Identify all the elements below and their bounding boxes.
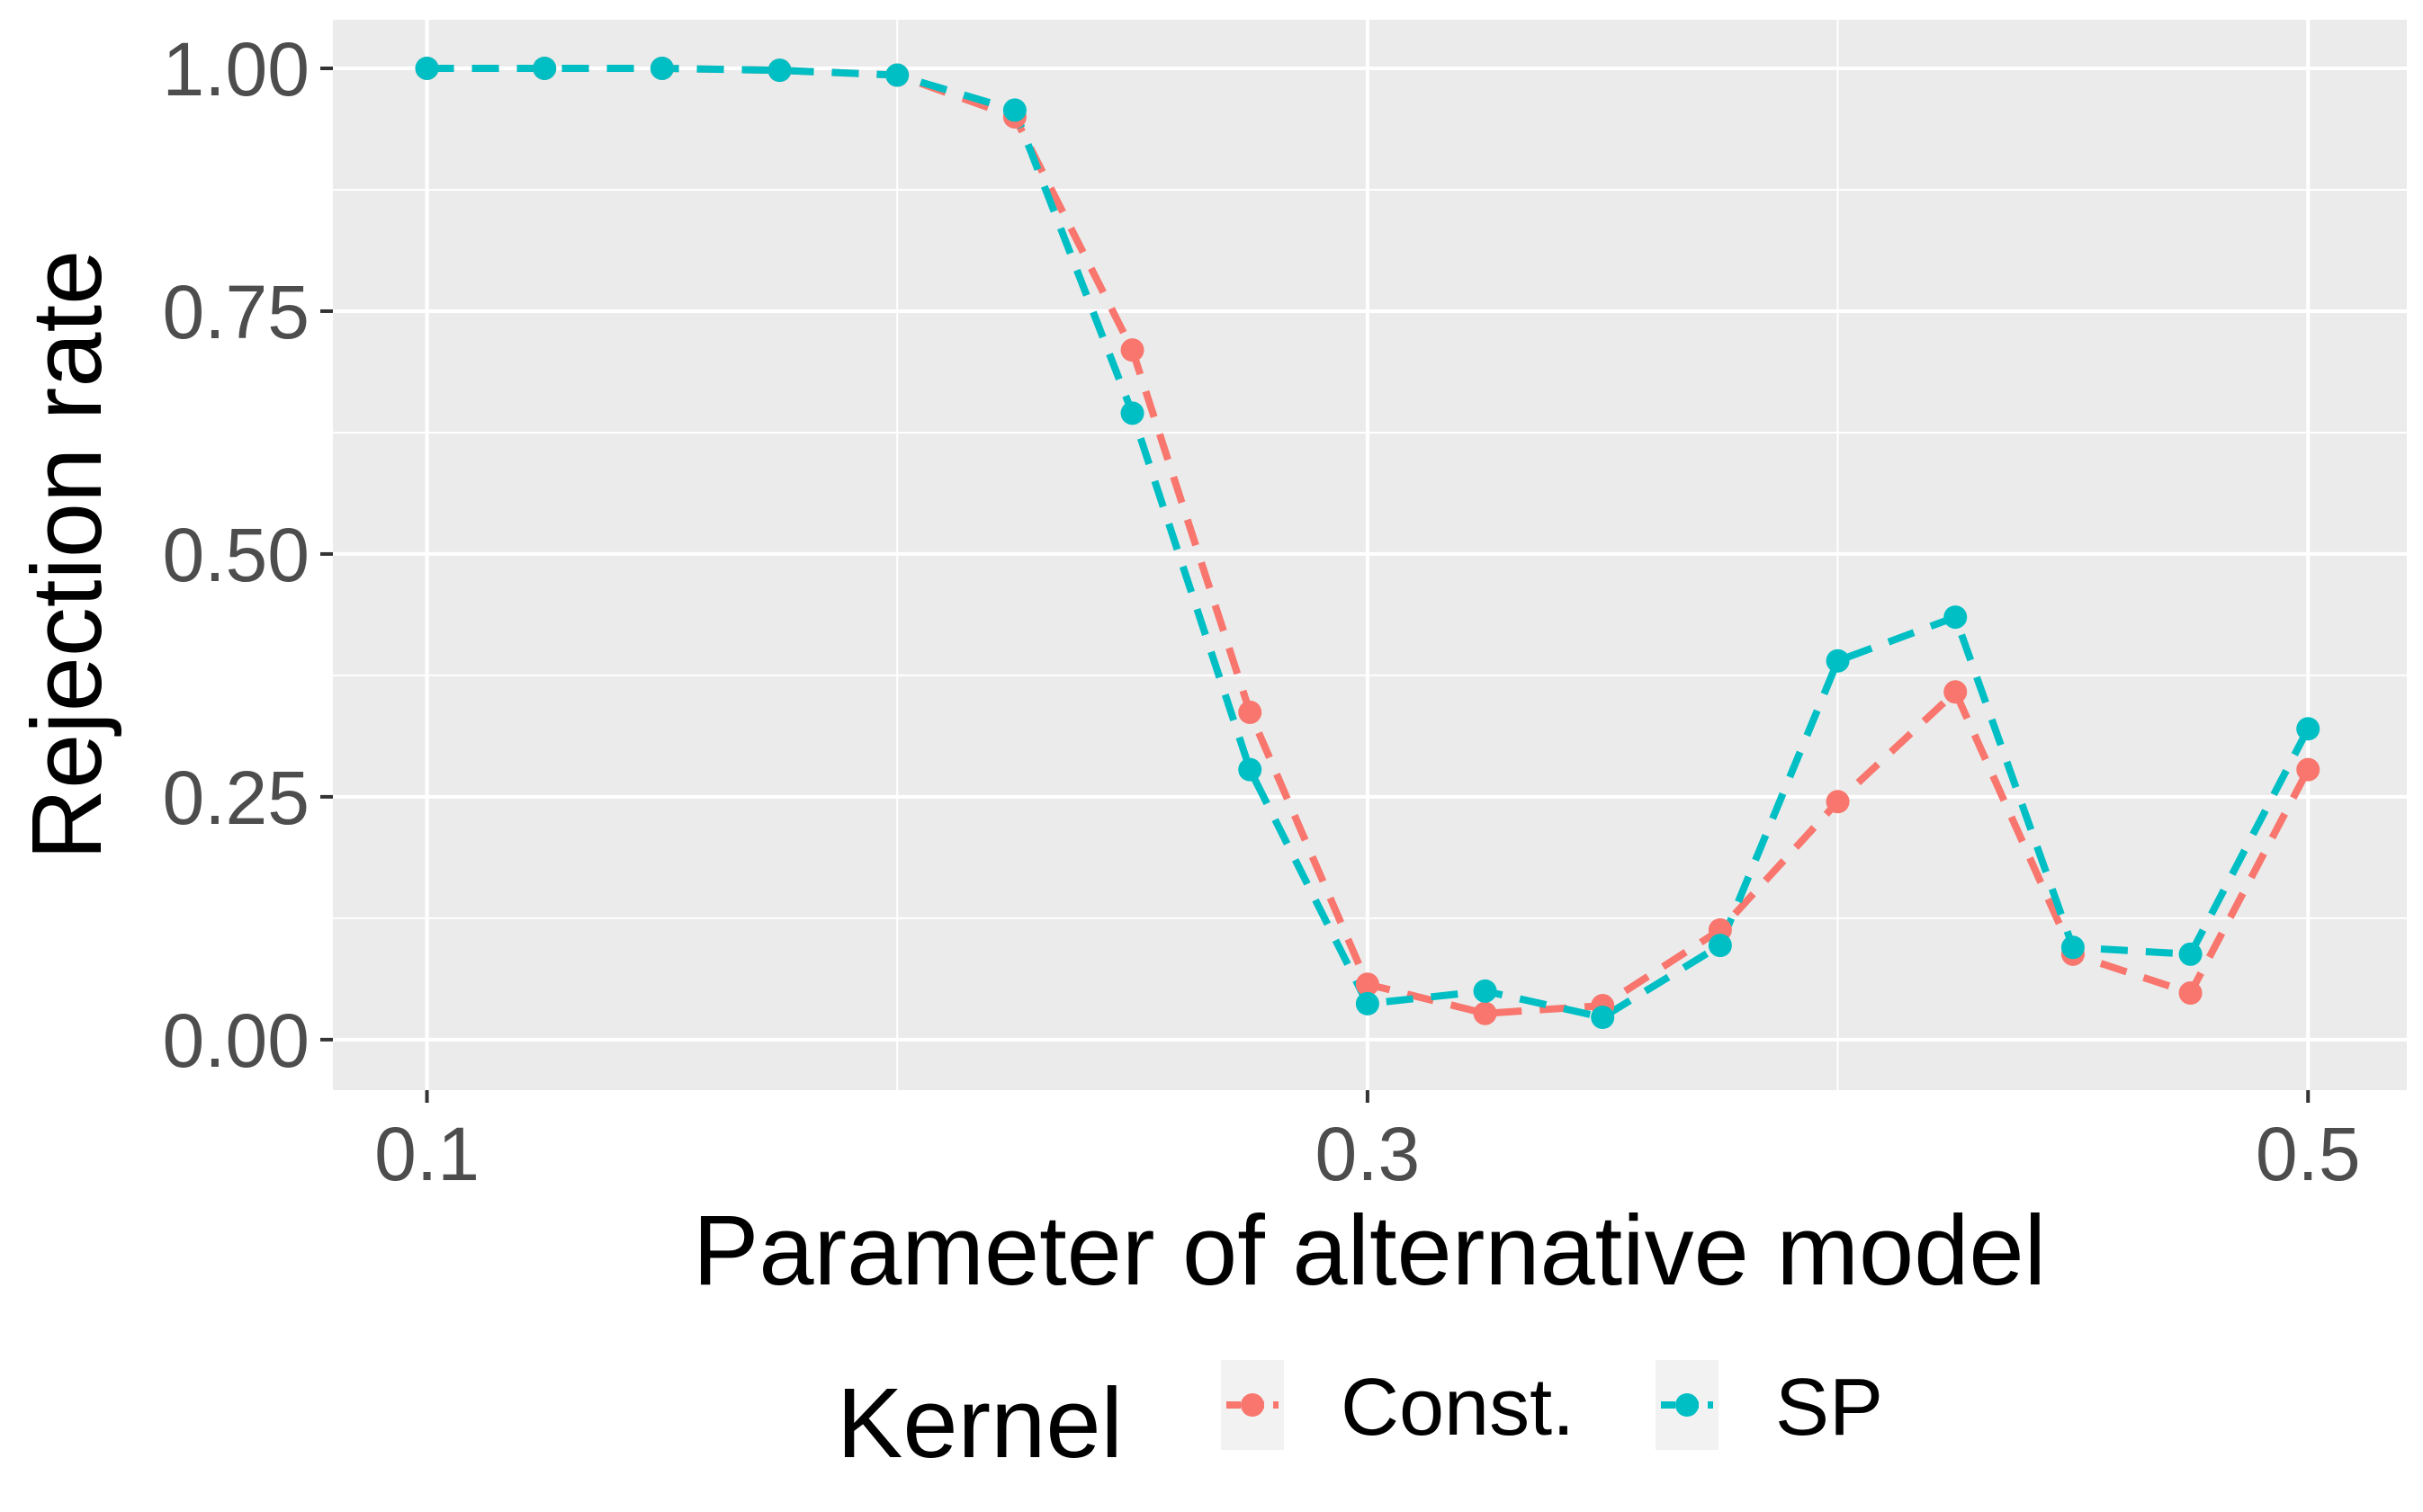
data-point-s0-13 — [1943, 680, 1968, 704]
x-axis-ticks: 0.1 0.3 0.5 — [374, 1090, 2361, 1196]
data-point-s1-13 — [1943, 605, 1968, 630]
data-point-s1-16 — [2296, 717, 2320, 741]
data-point-s1-10 — [1591, 1006, 1615, 1030]
y-tick-label-3: 0.75 — [163, 270, 310, 354]
legend-title: Kernel — [837, 1368, 1123, 1479]
data-point-s1-6 — [1120, 401, 1144, 425]
data-point-s0-16 — [2296, 757, 2320, 782]
legend-key-point-1 — [1675, 1393, 1699, 1417]
data-point-s0-15 — [2178, 981, 2203, 1006]
data-point-s1-12 — [1826, 649, 1850, 673]
data-point-s1-2 — [650, 56, 674, 80]
data-point-s0-8 — [1355, 972, 1379, 997]
legend-items: Const. SP — [1221, 1360, 1883, 1453]
data-point-s1-9 — [1473, 979, 1497, 1003]
data-point-s0-12 — [1826, 790, 1850, 814]
data-point-s1-15 — [2178, 942, 2203, 966]
data-point-s1-11 — [1708, 934, 1732, 958]
x-tick-label-0: 0.1 — [374, 1112, 480, 1196]
data-point-s1-0 — [415, 56, 439, 80]
data-point-s1-5 — [1002, 98, 1027, 122]
y-tick-label-1: 0.25 — [163, 756, 310, 840]
data-point-s1-4 — [885, 63, 910, 87]
legend: Kernel Const. SP — [837, 1360, 1883, 1479]
y-tick-label-4: 1.00 — [163, 27, 310, 112]
y-tick-label-2: 0.50 — [163, 513, 310, 597]
data-point-s1-7 — [1238, 757, 1262, 782]
data-point-s0-9 — [1473, 1001, 1497, 1025]
y-tick-label-0: 0.00 — [163, 998, 310, 1083]
data-point-s1-14 — [2060, 935, 2085, 960]
x-tick-label-1: 0.3 — [1315, 1112, 1420, 1196]
data-point-s0-7 — [1238, 700, 1262, 724]
x-axis-title: Parameter of alternative model — [693, 1195, 2046, 1306]
legend-label-0: Const. — [1341, 1363, 1575, 1453]
x-tick-label-2: 0.5 — [2256, 1112, 2361, 1196]
legend-key-point-0 — [1241, 1393, 1264, 1417]
series-points — [415, 56, 2320, 1030]
data-point-s1-3 — [767, 58, 792, 83]
legend-label-1: SP — [1775, 1363, 1883, 1453]
y-axis-ticks: 0.00 0.25 0.50 0.75 1.00 — [163, 27, 333, 1083]
y-axis-title: Rejection rate — [12, 250, 122, 861]
data-point-s1-8 — [1355, 991, 1379, 1015]
data-point-s1-1 — [533, 56, 557, 80]
data-point-s0-6 — [1120, 338, 1144, 362]
